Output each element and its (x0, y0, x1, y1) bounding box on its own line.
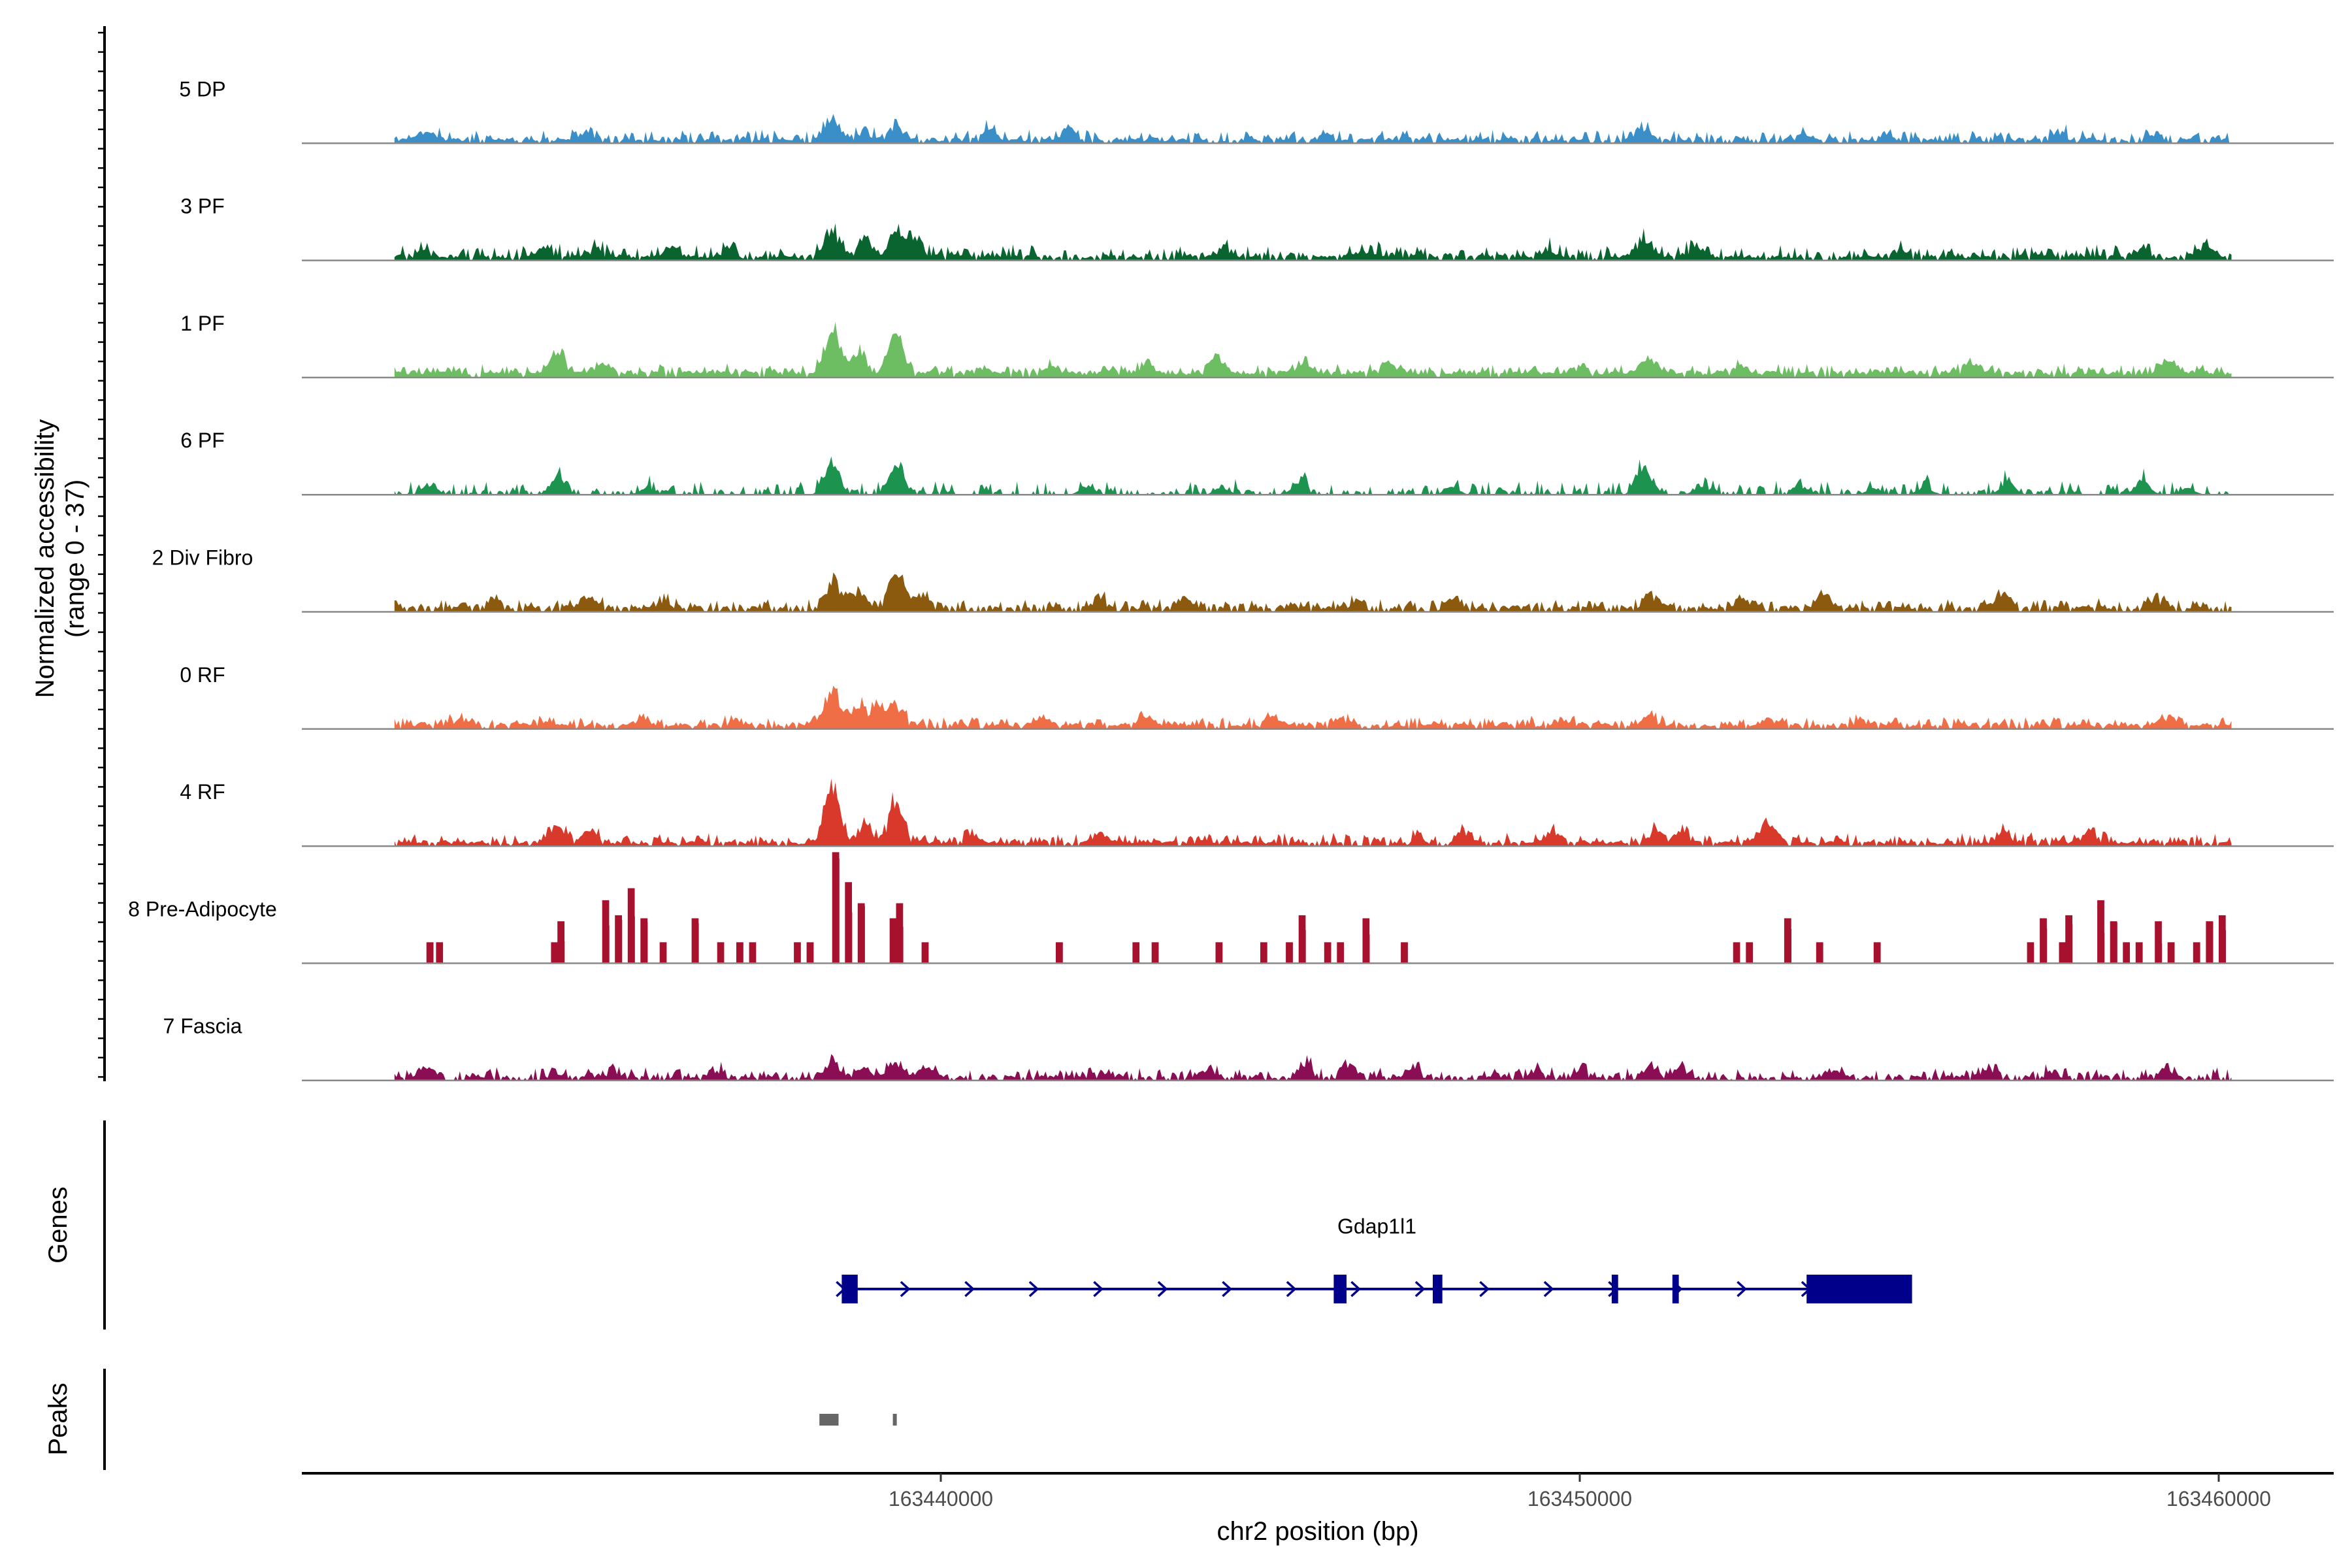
strand-arrow (1222, 1281, 1232, 1298)
strand-arrow (1093, 1281, 1103, 1298)
coverage-track: 3 PF (180, 195, 2334, 261)
gene-exon (841, 1275, 858, 1303)
strand-arrow (1350, 1281, 1361, 1298)
track-label: 1 PF (180, 312, 225, 335)
strand-arrow (1479, 1281, 1490, 1298)
strand-arrow (1286, 1281, 1297, 1298)
coverage-track: 0 RF (180, 663, 2334, 730)
coverage-signal (394, 778, 2232, 847)
track-label: 7 Fascia (163, 1015, 242, 1038)
coverage-signal (394, 1054, 2232, 1081)
coverage-track: 2 Div Fibro (152, 546, 2334, 613)
x-axis-title: chr2 position (bp) (1217, 1517, 1418, 1546)
gene-exon (1433, 1275, 1443, 1303)
track-label: 3 PF (180, 195, 225, 218)
strand-arrow (1414, 1281, 1426, 1298)
track-label: 8 Pre-Adipocyte (128, 897, 277, 921)
gene-exon (1672, 1275, 1679, 1303)
coverage-track: 4 RF (180, 778, 2334, 847)
coverage-track: 8 Pre-Adipocyte (128, 852, 2334, 964)
gene-model (836, 1275, 1912, 1303)
coverage-track: 6 PF (180, 429, 2334, 496)
track-label: 2 Div Fibro (152, 546, 253, 570)
coverage-signal (394, 685, 2232, 729)
x-tick-label: 163450000 (1527, 1487, 1632, 1511)
coverage-track: 1 PF (180, 312, 2334, 379)
gene-name-label: Gdap1l1 (1337, 1215, 1416, 1238)
coverage-track: 7 Fascia (163, 1015, 2334, 1081)
track-label: 4 RF (180, 780, 225, 804)
peaks-panel-label: Peaks (44, 1382, 73, 1455)
strand-arrow (1543, 1281, 1554, 1298)
y-axis-range-label: (range 0 - 37) (61, 480, 90, 638)
strand-arrow (1737, 1281, 1747, 1298)
gene-exon (1333, 1275, 1347, 1303)
y-axis (98, 26, 106, 1081)
strand-arrow (900, 1281, 911, 1298)
coverage-signal (394, 572, 2232, 612)
strand-arrow (1157, 1281, 1168, 1298)
genes-panel-label: Genes (44, 1186, 73, 1264)
coverage-tracks: 5 DP 3 PF 1 PF 6 PF 2 Div Fibro 0 RF 4 RF 8 Pre… (128, 77, 2334, 1081)
y-axis-title: Normalized accessibility (31, 419, 59, 698)
track-label: 0 RF (180, 663, 225, 687)
coverage-signal (394, 114, 2232, 144)
x-axis: 163440000 163450000 163460000 (302, 1472, 2334, 1511)
coverage-signal (394, 456, 2232, 495)
strand-arrow (1028, 1281, 1039, 1298)
coverage-signal (394, 223, 2232, 261)
peak-region (819, 1414, 839, 1426)
x-tick-label: 163440000 (889, 1487, 993, 1511)
peak-region (892, 1414, 897, 1426)
strand-arrow (964, 1281, 975, 1298)
x-tick-label: 163460000 (2166, 1487, 2271, 1511)
track-label: 5 DP (179, 77, 225, 101)
coverage-signal (426, 852, 2227, 964)
gene-exon (1611, 1275, 1618, 1303)
peaks-track (819, 1414, 897, 1426)
coverage-signal (394, 321, 2232, 378)
track-label: 6 PF (180, 429, 225, 452)
gene-exon (1806, 1275, 1912, 1303)
coverage-track: 5 DP (179, 77, 2334, 144)
